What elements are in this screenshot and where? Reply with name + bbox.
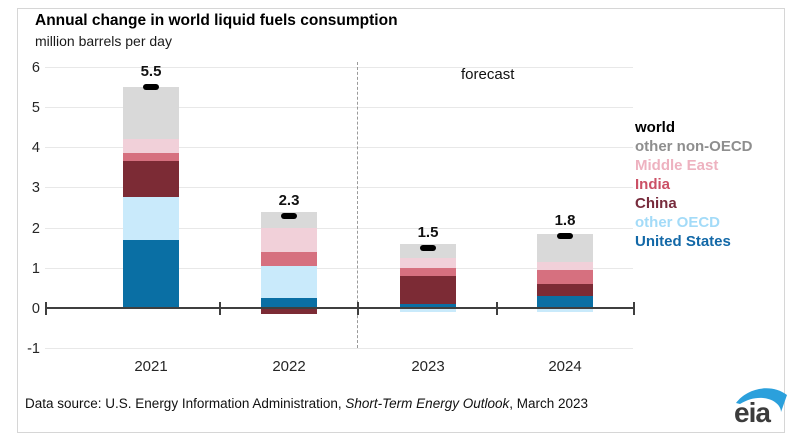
gridline-y-1 bbox=[45, 348, 633, 349]
bar-segment-other-oecd bbox=[123, 197, 179, 240]
gridline-y1 bbox=[45, 268, 633, 269]
bar-segment-united-states bbox=[261, 297, 317, 308]
bar-value-label: 2.3 bbox=[278, 192, 300, 209]
eia-logo-text: eia bbox=[734, 397, 771, 428]
bar-segment-middle-east bbox=[400, 257, 456, 268]
bar-segment-other-non-oecd bbox=[261, 211, 317, 228]
bar-segment-other-oecd bbox=[261, 265, 317, 298]
bar-segment-other-oecd bbox=[537, 308, 593, 313]
chart-legend: world other non-OECD Middle East India China… bbox=[635, 118, 753, 251]
bar-value-label: 1.8 bbox=[554, 212, 576, 229]
world-marker bbox=[281, 213, 297, 219]
bar-segment-india bbox=[261, 251, 317, 266]
x-axis-tick bbox=[219, 302, 221, 315]
legend-item-other-oecd: other OECD bbox=[635, 214, 721, 231]
bar-segment-india bbox=[400, 267, 456, 276]
gridline-y2 bbox=[45, 228, 633, 229]
bar-segment-united-states bbox=[123, 239, 179, 308]
world-marker bbox=[557, 233, 573, 239]
data-source-publication: Short-Term Energy Outlook bbox=[345, 396, 510, 411]
legend-item-united-states: United States bbox=[635, 233, 731, 250]
x-axis-tick-label: 2024 bbox=[548, 358, 582, 375]
data-source-suffix: , March 2023 bbox=[509, 396, 589, 411]
bar-segment-india bbox=[537, 269, 593, 284]
x-axis-tick bbox=[496, 302, 498, 315]
chart-title: Annual change in world liquid fuels cons… bbox=[35, 12, 398, 29]
bar-value-label: 1.5 bbox=[417, 224, 439, 241]
x-axis-line bbox=[45, 307, 633, 309]
y-axis-tick-label: 0 bbox=[31, 301, 40, 317]
bar-segment-china bbox=[400, 275, 456, 304]
eia-logo-swoosh-icon bbox=[736, 388, 787, 412]
x-axis-tick-label: 2023 bbox=[411, 358, 445, 375]
bar-segment-middle-east bbox=[261, 227, 317, 252]
bar-segment-other-non-oecd bbox=[123, 86, 179, 140]
world-marker bbox=[420, 245, 436, 251]
y-axis-tick-label: 6 bbox=[31, 60, 40, 76]
bar-segment-india bbox=[123, 153, 179, 162]
bar-segment-middle-east bbox=[537, 261, 593, 270]
y-axis-tick-label: 3 bbox=[31, 180, 40, 196]
data-source-prefix: Data source: U.S. Energy Information Adm… bbox=[25, 396, 346, 411]
bar-segment-china bbox=[123, 161, 179, 198]
legend-item-other-non-oecd: other non-OECD bbox=[635, 138, 753, 155]
gridline-y6 bbox=[45, 67, 633, 68]
gridline-y3 bbox=[45, 187, 633, 188]
forecast-divider-line bbox=[357, 62, 358, 348]
forecast-label: forecast bbox=[461, 66, 515, 83]
gridline-y4 bbox=[45, 147, 633, 148]
gridline-y5 bbox=[45, 107, 633, 108]
eia-logo: eia bbox=[734, 388, 787, 428]
y-axis-tick-label: 1 bbox=[31, 261, 40, 277]
x-axis-tick bbox=[45, 302, 47, 315]
x-axis-tick bbox=[633, 302, 635, 315]
bar-segment-middle-east bbox=[123, 139, 179, 154]
chart-subtitle: million barrels per day bbox=[35, 33, 172, 49]
y-axis-tick-label: 2 bbox=[31, 221, 40, 237]
x-axis-tick-label: 2021 bbox=[134, 358, 168, 375]
legend-item-china: China bbox=[635, 195, 677, 212]
bar-segment-united-states bbox=[537, 295, 593, 308]
x-axis-tick-label: 2022 bbox=[272, 358, 306, 375]
world-marker bbox=[143, 84, 159, 90]
y-axis-tick-label: 4 bbox=[31, 140, 40, 156]
x-axis-tick bbox=[357, 302, 359, 315]
bar-segment-other-oecd bbox=[400, 308, 456, 313]
legend-item-middle-east: Middle East bbox=[635, 157, 719, 174]
y-axis-tick-label: 5 bbox=[31, 100, 40, 116]
legend-item-india: India bbox=[635, 176, 671, 193]
legend-item-world: world bbox=[635, 119, 675, 136]
bar-segment-china bbox=[261, 308, 317, 315]
bar-segment-china bbox=[537, 283, 593, 296]
y-axis-tick-label: -1 bbox=[27, 341, 40, 357]
bar-value-label: 5.5 bbox=[140, 63, 162, 80]
data-source-note: Data source: U.S. Energy Information Adm… bbox=[25, 396, 588, 411]
bar-segment-united-states bbox=[400, 303, 456, 308]
